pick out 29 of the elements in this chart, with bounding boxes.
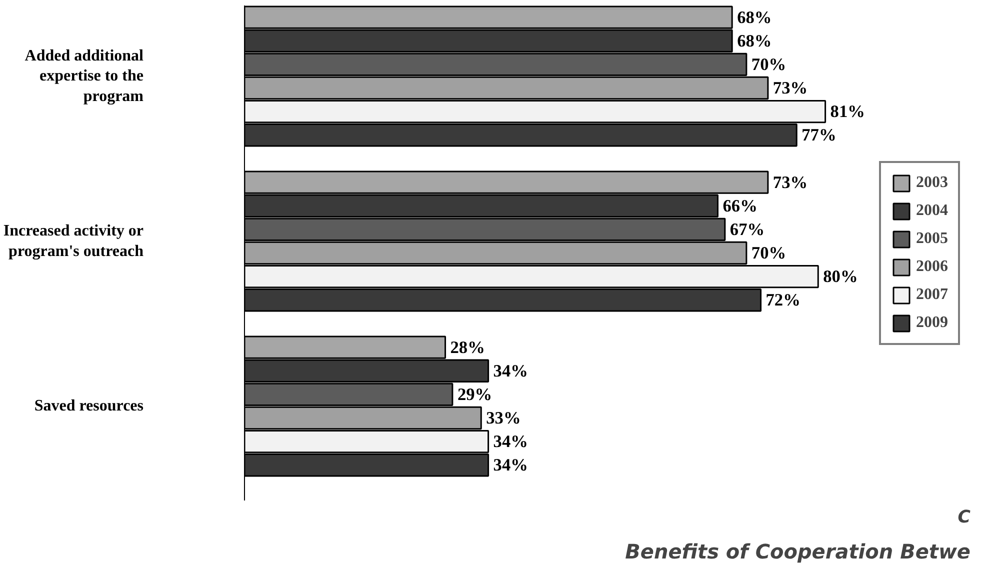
y-tick-label: Increased activity or program's outreach	[3, 222, 144, 260]
data-label: 73%	[772, 78, 808, 98]
legend-label: 2009	[916, 314, 948, 332]
data-label: 34%	[493, 361, 528, 380]
data-label: 68%	[737, 31, 772, 50]
legend-label: 2007	[916, 286, 948, 304]
data-label: 33%	[486, 408, 521, 428]
data-label: 28%	[450, 338, 485, 357]
legend-label: 2006	[916, 258, 948, 276]
data-label: 66%	[722, 196, 758, 216]
text: Benefits of Cooperation Betwe	[625, 540, 971, 564]
data-label: 70%	[751, 244, 786, 262]
data-label: 73%	[772, 172, 808, 192]
y-tick-label: Added additional expertise to the program	[24, 47, 144, 106]
data-label: 72%	[766, 290, 800, 310]
legend-label: 2005	[916, 230, 948, 248]
data-label: 77%	[802, 126, 836, 145]
text: C	[958, 508, 971, 528]
data-label: 70%	[751, 54, 786, 74]
legend-label: 2003	[916, 174, 948, 192]
data-label: 80%	[823, 267, 858, 286]
data-label: 29%	[457, 384, 492, 404]
data-label: 34%	[493, 432, 528, 452]
data-label: 81%	[830, 102, 865, 122]
data-label: 68%	[737, 8, 772, 27]
y-tick-label: Saved resources	[34, 398, 144, 415]
data-label: 67%	[730, 220, 765, 239]
legend-label: 2004	[916, 202, 948, 220]
data-label: 34%	[493, 456, 528, 475]
